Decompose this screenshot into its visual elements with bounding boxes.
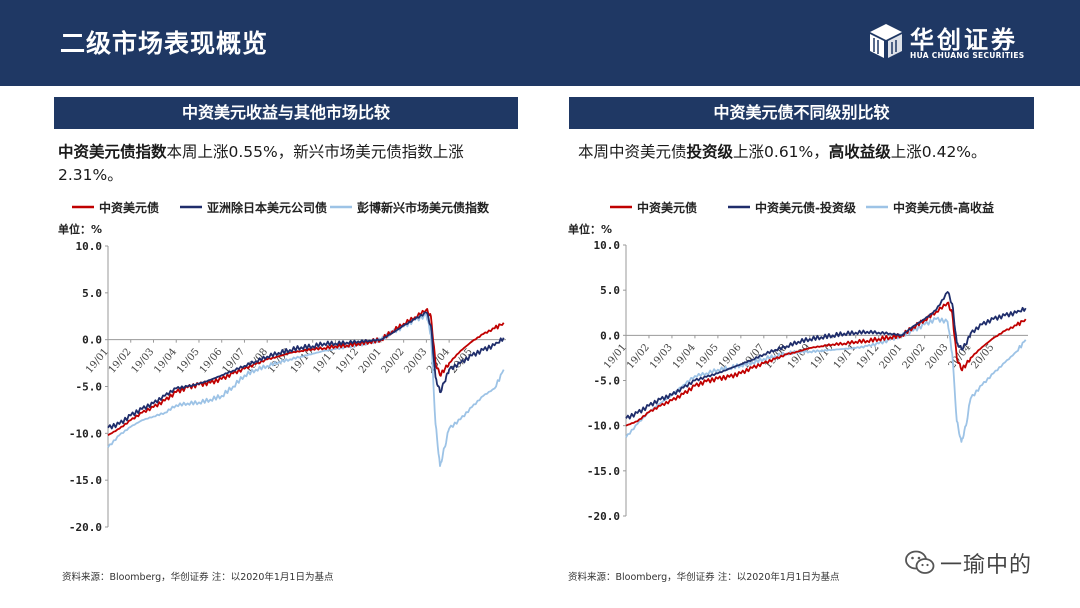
x-tick-label: 19/05 xyxy=(694,342,721,371)
left-panel-title: 中资美元收益与其他市场比较 xyxy=(54,97,518,129)
y-tick-label: -10.0 xyxy=(587,420,620,433)
x-tick-label: 20/01 xyxy=(878,342,905,371)
x-tick-label: 20/03 xyxy=(924,342,951,371)
x-tick-label: 19/04 xyxy=(671,342,698,371)
legend-label: 中资美元债-高收益 xyxy=(893,200,994,215)
series-line-0 xyxy=(625,301,1027,427)
right-desc-e: 上涨0.42%。 xyxy=(890,143,987,161)
x-tick-label: 19/02 xyxy=(107,346,134,375)
x-tick-label: 19/06 xyxy=(198,346,225,375)
y-tick-label: 10.0 xyxy=(76,240,103,253)
y-tick-label: 5.0 xyxy=(82,287,102,300)
x-tick-label: 19/11 xyxy=(832,342,859,371)
y-tick-label: -5.0 xyxy=(76,381,103,394)
x-tick-label: 20/01 xyxy=(357,346,384,375)
y-tick-label: -15.0 xyxy=(587,465,620,478)
x-tick-label: 19/05 xyxy=(175,346,202,375)
y-tick-label: -5.0 xyxy=(594,375,621,388)
right-panel-title: 中资美元债不同级别比较 xyxy=(569,97,1034,129)
y-tick-label: 10.0 xyxy=(594,239,621,252)
series-line-2 xyxy=(625,316,1027,443)
page-title: 二级市场表现概览 xyxy=(60,29,269,58)
x-tick-label: 19/03 xyxy=(648,342,675,371)
legend-item-0: 中资美元债 xyxy=(72,200,159,215)
unit-label: 单位：% xyxy=(568,222,612,236)
right-source-note: 资料来源：Bloomberg，华创证券 注：以2020年1月1日为基点 xyxy=(568,572,840,583)
legend-item-0: 中资美元债 xyxy=(610,200,697,215)
x-tick-label: 20/02 xyxy=(901,342,928,371)
series-line-2 xyxy=(107,313,505,467)
right-desc-c: 上涨0.61%， xyxy=(733,143,829,161)
legend-item-2: 中资美元债-高收益 xyxy=(866,200,994,215)
series-line-1 xyxy=(107,311,505,430)
right-desc-d: 高收益级 xyxy=(828,143,891,161)
right-desc-b: 投资级 xyxy=(686,143,734,161)
logo-text-cn: 华创证券 xyxy=(910,26,1018,54)
wechat-icon xyxy=(905,550,935,574)
y-tick-label: 0.0 xyxy=(600,329,620,342)
legend-label: 彭博新兴市场美元债指数 xyxy=(357,200,490,215)
series-line-0 xyxy=(107,308,505,436)
right-desc-a: 本周中资美元债 xyxy=(578,143,687,161)
y-tick-label: -15.0 xyxy=(69,474,102,487)
header-bar: 二级市场表现概览 华创证券 HUA CHUANG SECURITIES xyxy=(0,0,1080,86)
y-tick-label: -10.0 xyxy=(69,427,102,440)
legend-item-1: 中资美元债-投资级 xyxy=(728,200,856,215)
legend-label: 中资美元债 xyxy=(637,200,697,215)
legend-item-2: 彭博新兴市场美元债指数 xyxy=(330,200,490,215)
y-tick-label: 5.0 xyxy=(600,284,620,297)
legend-label: 亚洲除日本美元公司债 xyxy=(207,200,327,215)
y-tick-label: -20.0 xyxy=(69,521,102,534)
y-tick-label: -20.0 xyxy=(587,510,620,523)
left-source-note: 资料来源：Bloomberg，华创证券 注：以2020年1月1日为基点 xyxy=(62,572,334,583)
legend-label: 中资美元债-投资级 xyxy=(755,200,856,215)
series-line-1 xyxy=(625,291,1027,420)
legend-label: 中资美元债 xyxy=(99,200,159,215)
left-desc-rest: 本周上涨0.55%，新兴市场美元债指数上涨2.31%。 xyxy=(58,143,464,184)
left-panel-description: 中资美元债指数本周上涨0.55%，新兴市场美元债指数上涨2.31%。 xyxy=(58,141,518,187)
legend-item-1: 亚洲除日本美元公司债 xyxy=(180,200,327,215)
x-tick-label: 19/12 xyxy=(334,346,361,375)
right-panel-description: 本周中资美元债投资级上涨0.61%，高收益级上涨0.42%。 xyxy=(578,141,1038,164)
x-tick-label: 19/01 xyxy=(84,346,111,375)
x-tick-label: 19/01 xyxy=(602,342,629,371)
company-logo: 华创证券 HUA CHUANG SECURITIES xyxy=(866,20,1026,68)
x-tick-label: 20/03 xyxy=(402,346,429,375)
x-tick-label: 19/03 xyxy=(130,346,157,375)
x-tick-label: 20/02 xyxy=(380,346,407,375)
left-desc-bold: 中资美元债指数 xyxy=(58,143,167,161)
x-tick-label: 19/02 xyxy=(625,342,652,371)
watermark-text: 一瑜中的 xyxy=(940,553,1033,578)
unit-label: 单位：% xyxy=(58,222,102,236)
y-tick-label: 0.0 xyxy=(82,334,102,347)
x-tick-label: 19/04 xyxy=(152,346,179,375)
logo-text-en: HUA CHUANG SECURITIES xyxy=(910,51,1025,60)
logo-mark-icon xyxy=(870,24,902,58)
